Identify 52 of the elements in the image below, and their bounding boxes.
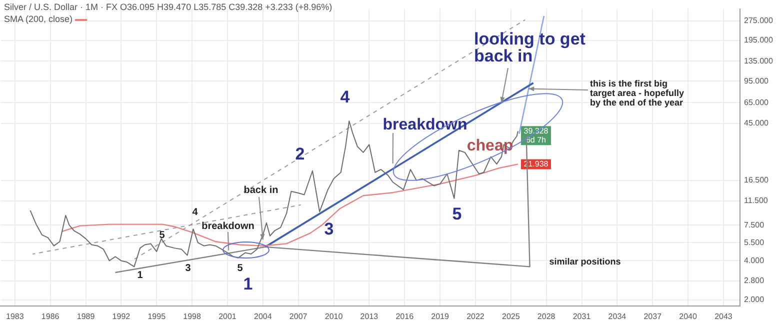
annotation: 2 [295,144,305,164]
x-tick-label: 1986 [41,312,60,322]
x-tick-label: 2040 [679,312,698,322]
y-tick-label: 7.500 [744,220,765,230]
x-tick-label: 2037 [644,312,662,322]
annotation: breakdown [202,220,254,232]
annotation: back in [244,184,278,196]
y-tick-label: 11.500 [744,196,768,206]
annotation: 3 [185,262,192,274]
y-tick-label: 4.000 [744,256,765,265]
annotation: 5 [452,204,462,224]
y-tick-label: 95.000 [744,76,770,86]
y-tick-label: 65.000 [744,98,770,107]
annotation: 5 [159,230,166,241]
annotation: 5 [237,262,244,274]
y-tick-label: 135.000 [744,56,774,66]
annotation: looking to get [474,30,586,49]
x-tick-label: 2001 [218,312,237,322]
annotation: 1 [137,270,144,281]
chart-title: Silver / U.S. Dollar · 1M · FX O36.095 H39.470 L35.785 C39.328 +3.233 (+8.96%) [4,2,332,12]
y-tick-label: 195.000 [744,36,774,45]
x-tick-label: 2016 [396,312,414,322]
x-tick-label: 2019 [431,312,450,322]
x-tick-label: 2028 [537,312,556,322]
annotation: 3 [324,220,334,239]
x-tick-label: 1989 [76,312,96,322]
annotation: similar positions [549,256,621,266]
x-tick-label: 2013 [360,312,379,322]
y-tick-label: 2.000 [744,295,765,304]
y-tick-label: 275.000 [744,16,774,26]
x-tick-label: 2022 [466,312,485,322]
y-tick-label: 2.800 [744,276,765,286]
y-tick-label: 16.500 [744,176,770,185]
x-tick-label: 2025 [502,312,520,322]
y-tick-label: 45.000 [744,118,770,128]
x-tick-label: 1995 [148,312,166,322]
annotation: this is the first big target area - hopefully by the end of the year [590,78,684,108]
x-tick-label: 1992 [112,312,131,322]
legend-label: SMA (200, close) [4,14,74,24]
x-tick-label: 1998 [183,312,202,322]
x-tick-label: 2004 [254,312,272,322]
x-tick-label: 2007 [289,312,308,322]
x-tick-label: 1983 [6,312,24,322]
annotation: 1 [243,274,253,294]
x-tick-label: 2043 [714,312,733,322]
x-tick-label: 2010 [324,312,344,322]
annotation: 4 [192,206,198,218]
annotation: back in [474,46,533,66]
x-tick-label: 2034 [608,312,627,322]
annotation: 4 [340,88,350,107]
x-tick-label: 2031 [572,312,592,322]
y-tick-label: 5.500 [744,238,765,247]
